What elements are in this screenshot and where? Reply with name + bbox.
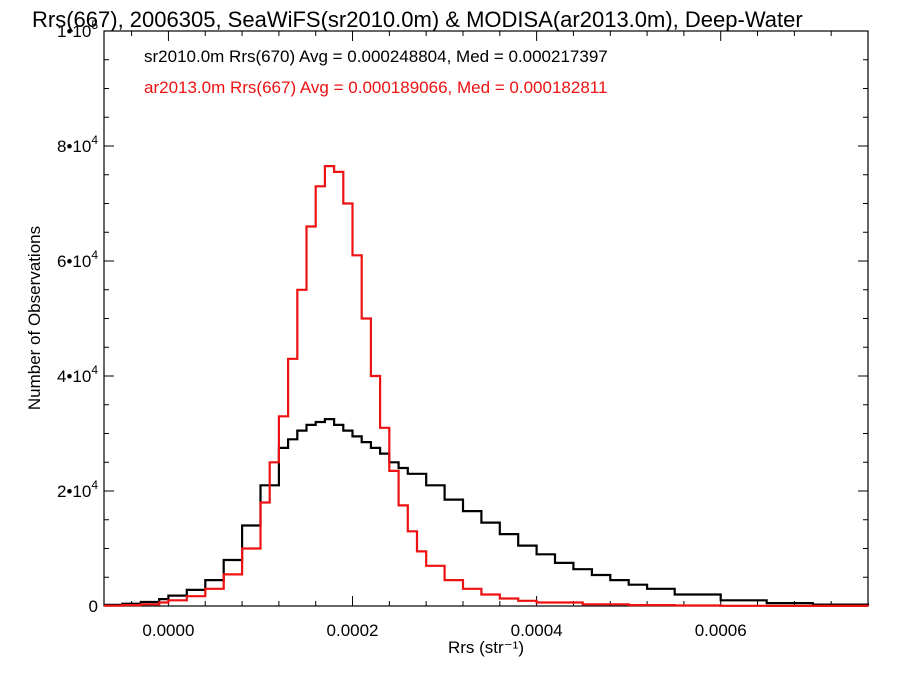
- y-tick-label: 1•105: [57, 18, 98, 41]
- x-tick-label: 0.0004: [511, 621, 563, 640]
- y-tick-label: 8•104: [57, 133, 98, 156]
- x-axis-ticks: 0.0000 0.0002 0.0004 0.0006: [131, 31, 869, 640]
- x-tick-label: 0.0000: [142, 621, 194, 640]
- series-0-line: [104, 418, 870, 606]
- y-tick-label: 2•104: [57, 478, 98, 501]
- x-axis-label: Rrs (str⁻¹): [448, 638, 524, 657]
- y-axis-label: Number of Observations: [25, 226, 44, 410]
- annotation-sr2010: sr2010.0m Rrs(670) Avg = 0.000248804, Me…: [144, 47, 608, 66]
- plot-frame: [103, 30, 869, 607]
- y-tick-label: 4•104: [57, 363, 98, 386]
- x-tick-label: 0.0006: [695, 621, 747, 640]
- series-layer: [104, 165, 870, 607]
- y-axis-ticks: 0 2•104 4•104 6•104 8•104 1•105: [57, 18, 868, 616]
- series-1-line: [104, 165, 870, 607]
- annotation-ar2013: ar2013.0m Rrs(667) Avg = 0.000189066, Me…: [144, 78, 607, 97]
- y-tick-label: 0: [89, 597, 98, 616]
- x-tick-label: 0.0002: [327, 621, 379, 640]
- chart-title: Rrs(667), 2006305, SeaWiFS(sr2010.0m) & …: [32, 7, 803, 32]
- y-tick-label: 6•104: [57, 248, 98, 271]
